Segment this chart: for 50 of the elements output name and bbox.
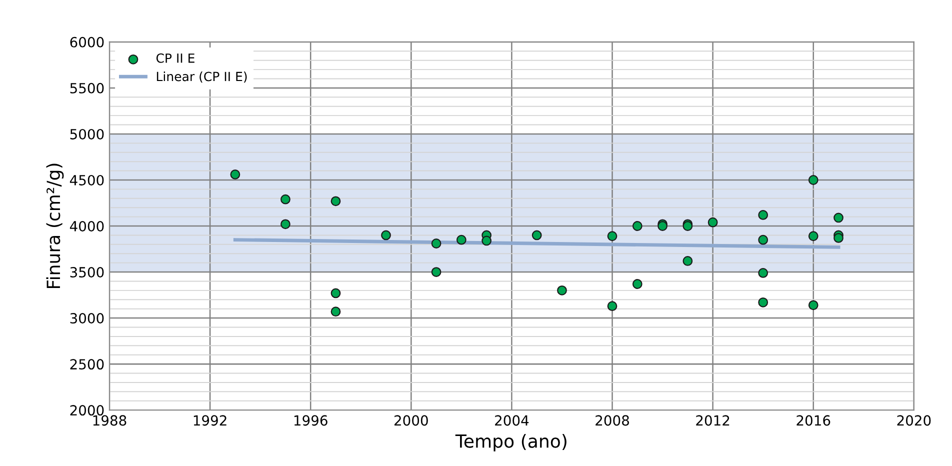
point [381, 230, 391, 240]
point [557, 285, 567, 296]
x-tick-label: 2012 [696, 415, 730, 426]
point [607, 231, 618, 242]
point [632, 221, 642, 231]
x-tick-label: 2004 [495, 415, 529, 426]
x-axis-title: Tempo (ano) [455, 434, 566, 452]
point [708, 217, 718, 228]
point [456, 234, 466, 245]
point [808, 300, 818, 310]
point [632, 279, 642, 289]
x-tick-label: 1996 [294, 415, 328, 426]
x-tick-label: 2008 [596, 415, 629, 426]
y-tick-label: 5000 [70, 128, 104, 140]
y-tick-label: 2000 [70, 405, 104, 416]
y-tick-label: 2500 [70, 359, 104, 370]
point [758, 297, 768, 308]
x-tick-label: 1992 [194, 415, 226, 426]
x-tick-label: 2016 [796, 415, 830, 426]
point [280, 194, 290, 204]
point [330, 288, 341, 298]
x-tick-label: 2020 [897, 415, 931, 426]
y-tick-label: 6000 [70, 36, 104, 48]
point [431, 238, 442, 248]
x-tick-label: 2000 [394, 415, 428, 426]
point [330, 196, 341, 206]
point [758, 268, 768, 278]
point [230, 170, 240, 180]
point [682, 256, 693, 266]
point [532, 230, 542, 240]
point [758, 210, 768, 220]
y-tick-label: 4000 [70, 220, 104, 232]
y-tick-label: 5500 [70, 82, 104, 94]
point [808, 175, 818, 185]
legend-label: Linear (CP II E) [156, 72, 247, 83]
point [431, 267, 442, 277]
y-tick-label: 3500 [70, 266, 104, 278]
point [280, 219, 290, 230]
legend-label: CP II E [156, 53, 194, 63]
y-axis-title: Finura (cm²/g) [46, 164, 64, 288]
point [607, 301, 618, 312]
y-tick-label: 4500 [70, 174, 104, 186]
point [808, 231, 818, 242]
point [330, 306, 341, 317]
point [834, 212, 844, 223]
point [834, 233, 844, 243]
point [482, 236, 492, 246]
x-tick-label: 1988 [93, 415, 126, 426]
y-tick-label: 3000 [70, 313, 104, 324]
point [758, 234, 768, 245]
